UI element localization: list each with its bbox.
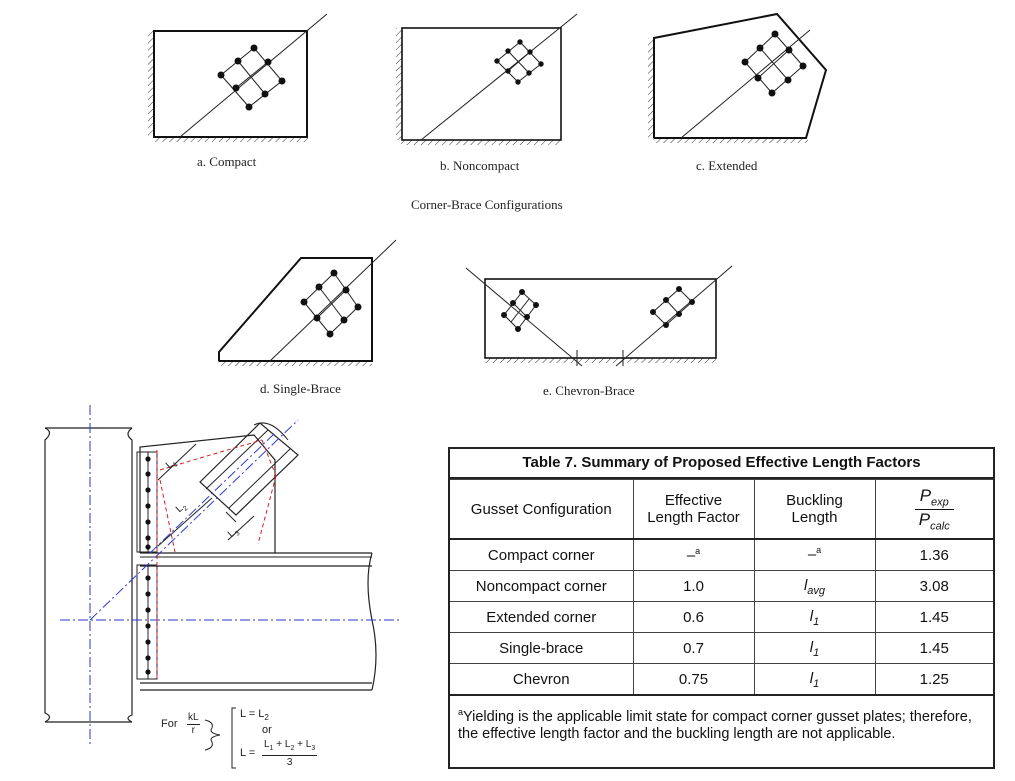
cell-effective-length-factor: 0.6 (632, 601, 755, 633)
table-row: Extended corner 0.6 l1 1.45 (450, 601, 993, 633)
caption-noncompact: b. Noncompact (440, 158, 520, 173)
table-row: Single-brace 0.7 l1 1.45 (450, 632, 993, 664)
single-brace-gusset-diagram (218, 239, 397, 366)
header-pexp-pcalc: Pexp Pcalc (874, 479, 993, 540)
equation-or: or (262, 724, 272, 736)
header-effective-length-factor: Effective Length Factor (632, 479, 755, 540)
cell-buckling-length: l1 (753, 663, 876, 696)
cell-effective-length-factor: 0.75 (632, 663, 755, 696)
table-row: Compact corner –a –a 1.36 (450, 538, 993, 571)
header-gusset-configuration: Gusset Configuration (450, 479, 634, 540)
cell-pexp-pcalc: 1.25 (874, 663, 993, 696)
table-row: Chevron 0.75 l1 1.25 (450, 663, 993, 696)
cell-pexp-pcalc: 3.08 (874, 570, 993, 602)
noncompact-gusset-diagram (396, 13, 578, 145)
cell-pexp-pcalc: 1.45 (874, 601, 993, 633)
equation-2-fraction: L1 + L2 + L3 3 (262, 738, 318, 768)
caption-extended: c. Extended (696, 158, 758, 173)
bolt (145, 575, 151, 581)
equation-1: L = L2 (240, 708, 269, 723)
cell-configuration: Extended corner (450, 601, 634, 633)
cell-buckling-length: l1 (753, 632, 876, 664)
bolt (145, 503, 151, 509)
table-title: Table 7. Summary of Proposed Effective L… (450, 449, 993, 479)
equation-bracket (231, 707, 236, 769)
bolt (145, 607, 151, 613)
table-footnote: aYielding is the applicable limit state … (458, 707, 972, 742)
caption-compact: a. Compact (197, 154, 257, 169)
table-header-row: Gusset Configuration Effective Length Fa… (450, 479, 993, 540)
kl-over-r: kL r (187, 712, 200, 736)
caption-single-brace: d. Single-Brace (260, 381, 341, 396)
bolt (145, 655, 151, 661)
bolt (145, 471, 151, 477)
bolt (145, 639, 151, 645)
cell-effective-length-factor: –a (632, 538, 755, 571)
cell-configuration: Single-brace (450, 632, 634, 664)
cell-buckling-length: lavg (753, 570, 876, 602)
bolt (145, 535, 151, 541)
chevron-brace-gusset-diagram (465, 265, 733, 367)
cell-configuration: Chevron (450, 663, 634, 696)
table-row: Noncompact corner 1.0 lavg 3.08 (450, 570, 993, 602)
cell-pexp-pcalc: 1.36 (874, 538, 993, 571)
compact-gusset-diagram (148, 13, 328, 142)
equation-brace (204, 719, 221, 751)
detail-bolts (145, 456, 151, 675)
bolt (145, 591, 151, 597)
effective-length-detail (44, 405, 400, 745)
bolt (145, 487, 151, 493)
table-grid: Gusset Configuration Effective Length Fa… (450, 479, 993, 696)
for-label: For (161, 718, 178, 730)
extended-gusset-diagram (648, 12, 828, 143)
bolt (145, 456, 151, 462)
equation-2-numerator: L1 + L2 + L3 (262, 738, 318, 756)
cell-buckling-length: l1 (753, 601, 876, 633)
cell-effective-length-factor: 1.0 (632, 570, 755, 602)
header-buckling-length: Buckling Length (753, 479, 876, 540)
caption-chevron-brace: e. Chevron-Brace (543, 383, 635, 398)
bolt (145, 519, 151, 525)
cell-buckling-length: –a (753, 538, 876, 571)
cell-configuration: Noncompact corner (450, 570, 634, 602)
cell-effective-length-factor: 0.7 (632, 632, 755, 664)
equation-2-lhs: L = (240, 747, 256, 759)
effective-length-table: Table 7. Summary of Proposed Effective L… (448, 447, 995, 769)
caption-group: Corner-Brace Configurations (411, 197, 563, 212)
bolt (145, 623, 151, 629)
cell-pexp-pcalc: 1.45 (874, 632, 993, 664)
bolt (145, 544, 151, 550)
cell-configuration: Compact corner (450, 538, 634, 571)
bolt (145, 669, 151, 675)
